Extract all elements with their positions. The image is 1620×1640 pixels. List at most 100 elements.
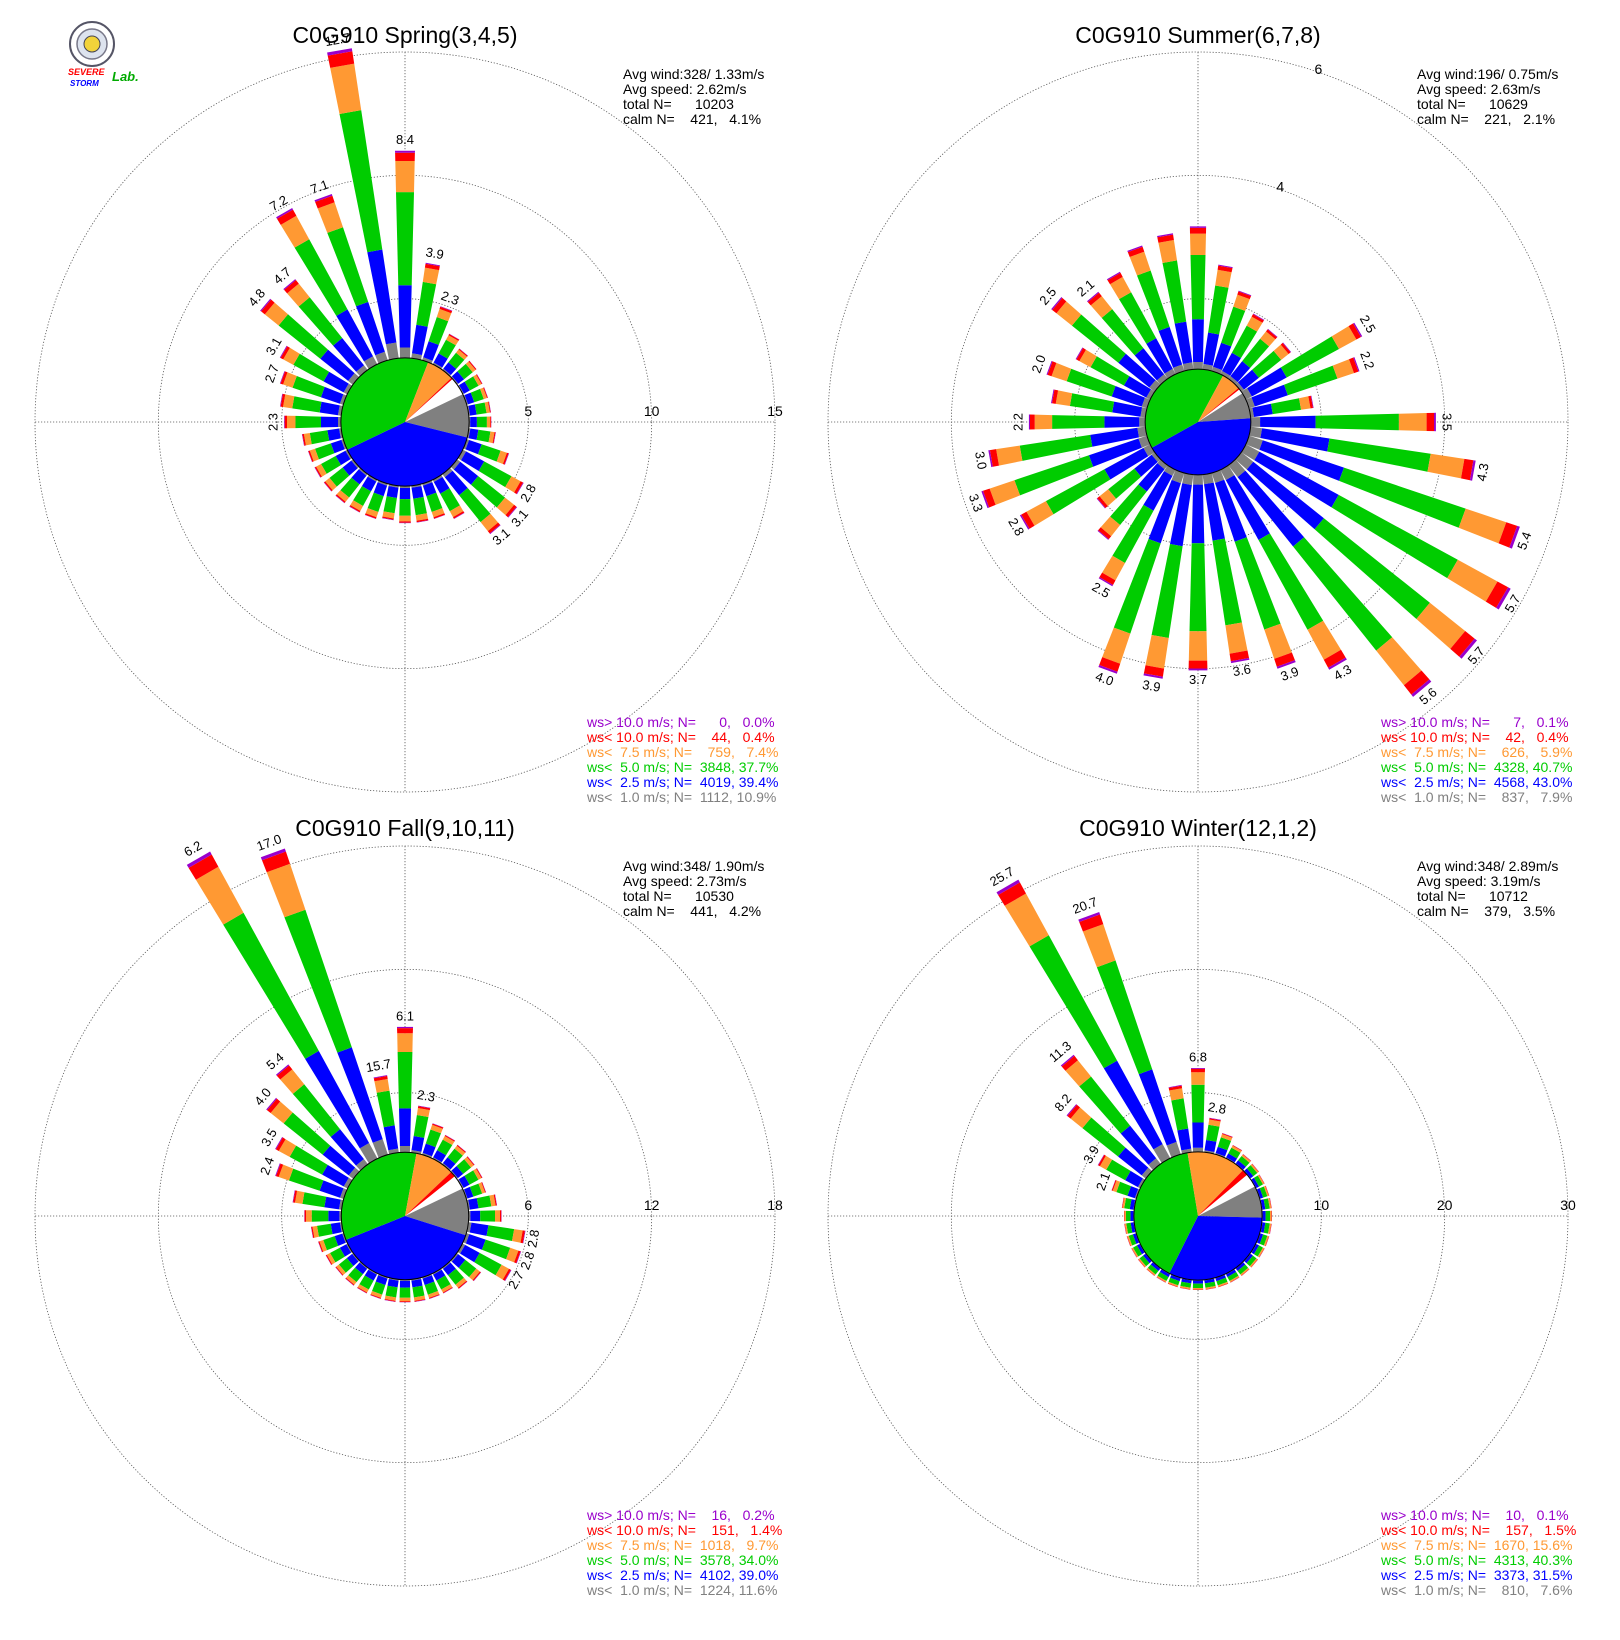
bar-segment xyxy=(425,1129,441,1148)
bar-segment xyxy=(365,508,379,518)
bar-segment xyxy=(333,338,364,372)
bar-segment xyxy=(1264,623,1292,659)
bar-segment xyxy=(422,267,440,285)
bar-segment xyxy=(341,439,347,450)
bar-segment xyxy=(1157,234,1174,243)
bar-segment xyxy=(480,1210,495,1222)
bar-segment xyxy=(1090,427,1139,447)
bar-segment xyxy=(1498,522,1518,548)
bar-segment xyxy=(1202,473,1214,485)
bar-segment xyxy=(429,1295,440,1299)
bar-segment xyxy=(1496,587,1511,610)
bar-segment xyxy=(1134,454,1158,477)
bar-segment xyxy=(450,376,459,385)
bar-segment xyxy=(1138,435,1150,448)
radial-tick-label: 15 xyxy=(767,403,783,419)
bar-segment xyxy=(1052,297,1067,314)
bar-segment xyxy=(348,373,360,385)
bar-segment xyxy=(463,439,470,450)
bar-segment xyxy=(429,1294,440,1299)
bar-segment xyxy=(283,1112,331,1155)
bar-segment xyxy=(464,1186,474,1199)
bar-segment xyxy=(473,1272,482,1282)
bar-segment xyxy=(279,345,288,358)
bar-segment xyxy=(310,1226,314,1238)
calm-pie-slice xyxy=(405,380,463,422)
legend-entry: ws< 1.0 m/s; N= 1224, 11.6% xyxy=(586,1582,777,1598)
bar-segment xyxy=(422,1143,436,1157)
bar-segment xyxy=(1228,459,1246,478)
bar-segment xyxy=(460,1244,480,1263)
bar-segment xyxy=(1191,1068,1205,1069)
bar-segment xyxy=(1158,240,1177,263)
bar-segment xyxy=(186,851,212,868)
bar-segment xyxy=(1127,1235,1133,1246)
bar-segment xyxy=(348,1267,363,1283)
bar-segment xyxy=(1104,416,1140,428)
bar-segment xyxy=(1349,357,1359,374)
bar-segment xyxy=(458,1281,468,1289)
bar-segment xyxy=(493,432,496,444)
bar-segment xyxy=(343,383,352,395)
bar-segment xyxy=(1235,452,1254,470)
calm-pie-slice xyxy=(405,362,452,422)
bar-segment xyxy=(330,439,345,454)
bar-segment xyxy=(1339,467,1466,528)
legend-entry: ws> 10.0 m/s; N= 16, 0.2% xyxy=(586,1507,775,1523)
bar-segment xyxy=(1168,1281,1179,1287)
bar-segment xyxy=(276,208,293,219)
bar-segment xyxy=(283,347,300,365)
bar-segment xyxy=(1153,1144,1171,1163)
bar-segment xyxy=(348,1167,360,1179)
bar-segment xyxy=(1231,1145,1242,1153)
bar-label: 2.8 xyxy=(1207,1099,1227,1117)
bar-segment xyxy=(284,415,287,429)
bar-segment xyxy=(376,1090,395,1128)
bar-segment xyxy=(1124,1223,1127,1234)
bar-segment xyxy=(1232,1145,1243,1151)
bar-segment xyxy=(1263,1186,1269,1197)
bar-segment xyxy=(314,467,321,478)
bar-segment xyxy=(415,513,428,521)
bar-segment xyxy=(1265,1185,1270,1196)
bar-segment xyxy=(1232,1145,1242,1151)
bar-segment xyxy=(283,372,297,388)
bar-segment xyxy=(1188,660,1208,669)
wind-rose-panel: 2462.52.23.54.35.45.75.75.64.33.93.63.73… xyxy=(827,22,1572,805)
bar-segment xyxy=(1225,475,1270,540)
radial-tick-label: 6 xyxy=(1314,61,1322,77)
bar-segment xyxy=(424,1281,438,1295)
bar-segment xyxy=(1019,434,1093,461)
bar-segment xyxy=(1090,356,1130,386)
legend-entry: ws< 2.5 m/s; N= 4019, 39.4% xyxy=(586,774,778,790)
bar-segment xyxy=(1182,473,1194,486)
bar-segment xyxy=(1112,401,1143,417)
bar-segment xyxy=(1143,665,1165,677)
bar-segment xyxy=(1276,660,1296,669)
bar-segment xyxy=(1102,627,1131,664)
bar-segment xyxy=(308,451,313,463)
bar-segment xyxy=(350,500,363,511)
bar-label: 8.4 xyxy=(396,132,414,147)
legend-entry: ws< 2.5 m/s; N= 3373, 31.5% xyxy=(1380,1567,1572,1583)
bar-segment xyxy=(466,1156,475,1166)
bar-segment xyxy=(330,1247,345,1263)
bar-segment xyxy=(470,388,484,403)
bar-segment xyxy=(476,416,487,428)
bar-segment xyxy=(293,1190,298,1203)
bar-segment xyxy=(467,1156,475,1165)
legend-entry: ws< 1.0 m/s; N= 837, 7.9% xyxy=(1380,789,1572,805)
bar-segment xyxy=(327,48,353,56)
bar-segment xyxy=(465,440,482,455)
bar-segment xyxy=(469,1268,480,1281)
bar-segment xyxy=(261,299,275,315)
bar-segment xyxy=(1087,292,1102,306)
calm-pie-slice xyxy=(1187,1151,1243,1216)
bar-segment xyxy=(339,1211,342,1221)
bar-segment xyxy=(1267,328,1278,338)
bar-segment xyxy=(1134,348,1165,381)
bar-segment xyxy=(456,1159,472,1174)
bar-segment xyxy=(277,209,297,225)
bar-segment xyxy=(1190,233,1206,255)
bar-label: 7.1 xyxy=(308,177,330,197)
